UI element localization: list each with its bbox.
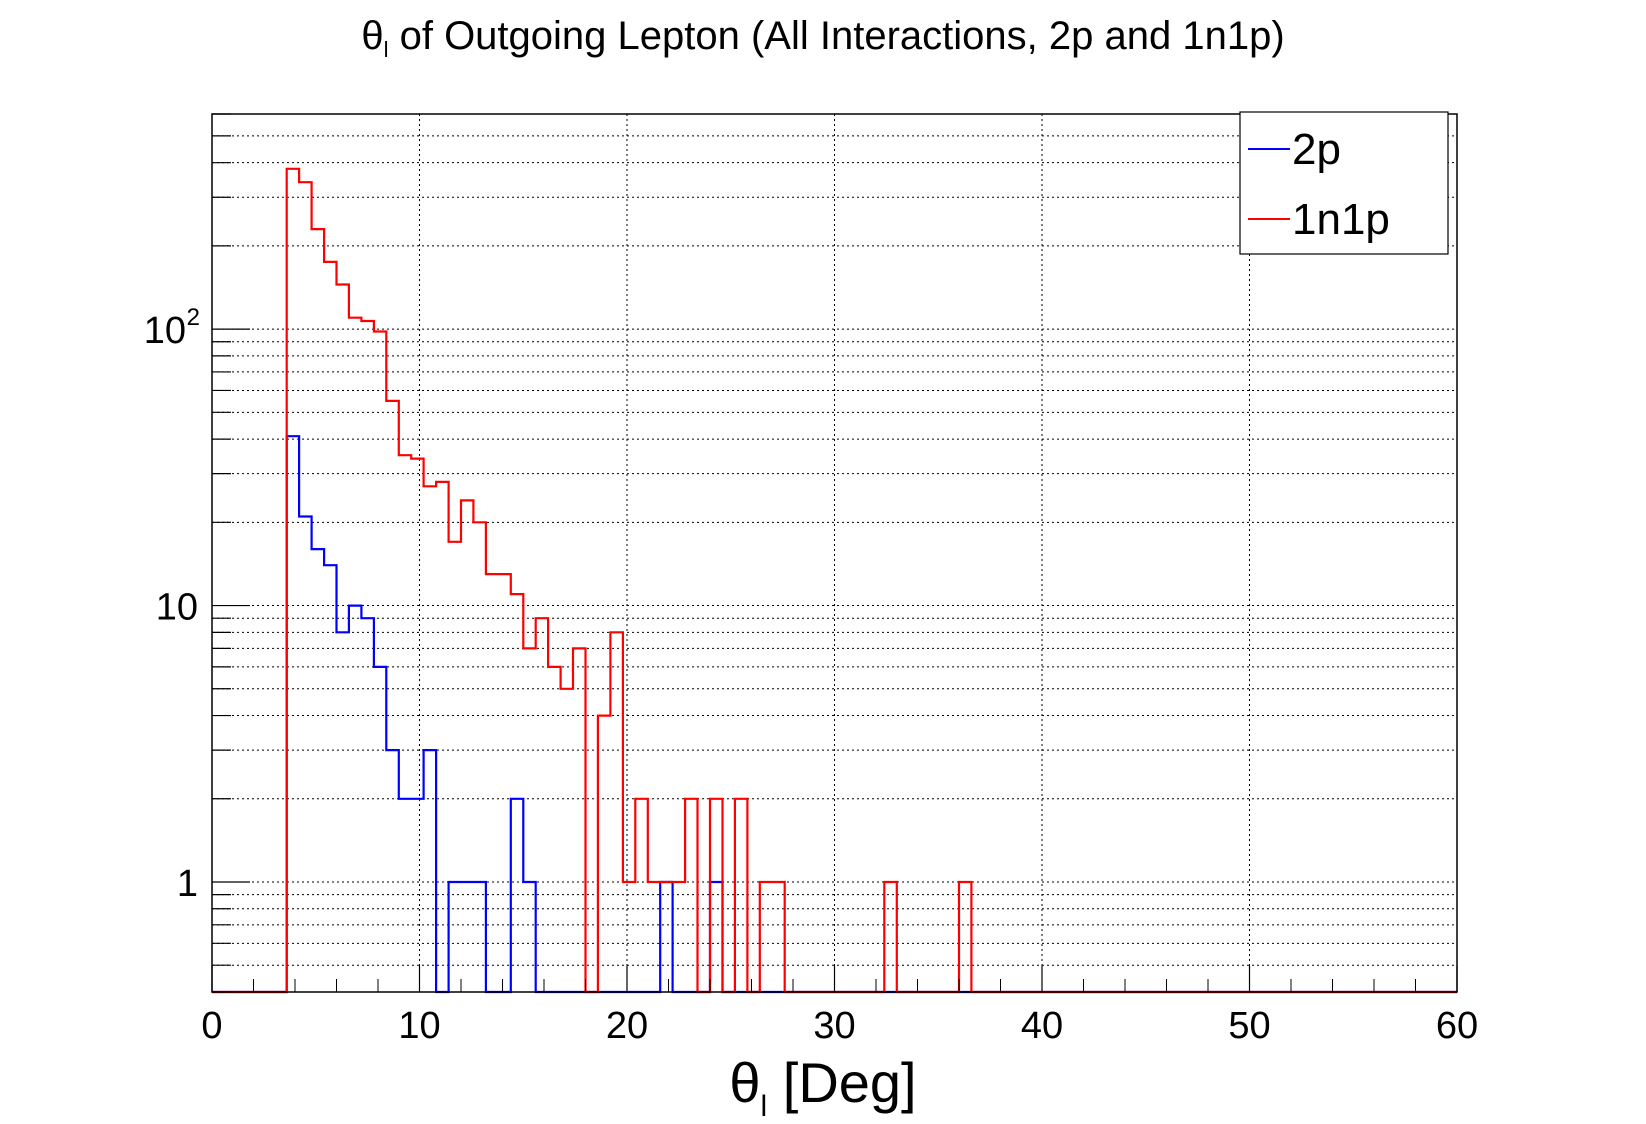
title-text: of Outgoing Lepton (All Interactions, 2p…	[388, 14, 1285, 58]
y-tick-label: 1	[177, 863, 198, 905]
axis-ticks	[211, 113, 1458, 993]
title-symbol: θ	[361, 14, 384, 58]
x-tick-label: 30	[813, 1005, 855, 1047]
y-tick-label: 10	[156, 587, 198, 629]
xlabel-text: [Deg]	[767, 1051, 917, 1114]
x-tick-label: 10	[398, 1005, 440, 1047]
xlabel-subscript: l	[760, 1090, 768, 1123]
y-tick-label: 10	[144, 310, 186, 352]
x-tick-label: 40	[1021, 1005, 1063, 1047]
y-tick-exponent: 2	[187, 304, 200, 331]
legend-label-1n1p: 1n1p	[1292, 195, 1390, 244]
legend-box	[1239, 111, 1449, 255]
x-tick-label: 60	[1436, 1005, 1478, 1047]
x-tick-label: 50	[1228, 1005, 1270, 1047]
legend-label-2p: 2p	[1292, 125, 1341, 174]
x-tick-label: 20	[606, 1005, 648, 1047]
xlabel-symbol: θ	[729, 1051, 761, 1114]
x-axis-label: θl [Deg]	[0, 1050, 1646, 1124]
grid-lines	[212, 113, 1457, 993]
chart-title: θl of Outgoing Lepton (All Interactions,…	[0, 14, 1646, 63]
legend: 2p 1n1p	[1239, 111, 1449, 255]
title-subscript: l	[383, 37, 389, 62]
x-tick-label: 0	[201, 1005, 222, 1047]
